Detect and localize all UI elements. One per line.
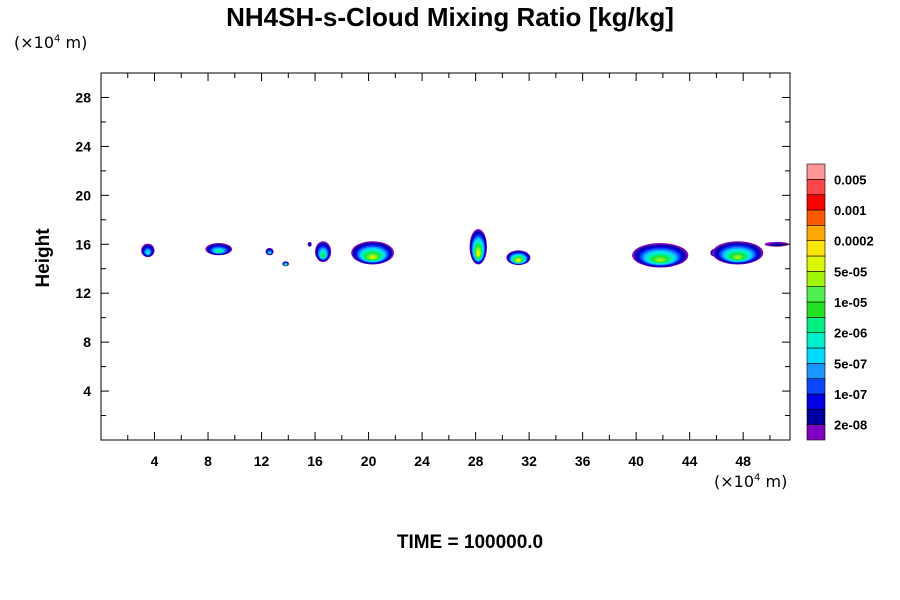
x-tick-label-8: 8 [204, 453, 212, 469]
colorbar-swatch-15 [806, 194, 826, 211]
cloud-cell-2-level-6 [268, 251, 271, 254]
colorbar-label-1: 2e-08 [834, 418, 867, 433]
time-label: TIME = 100000.0 [396, 532, 544, 553]
x-tick-label-48: 48 [735, 453, 751, 469]
colorbar-swatch-4 [806, 363, 826, 379]
x-tick-label-28: 28 [468, 453, 484, 469]
colorbar-swatch-10 [806, 271, 826, 287]
cloud-cell-12-level-1 [769, 243, 784, 247]
cloud-cell-6-level-11 [370, 256, 375, 259]
y-tick-label-16: 16 [75, 236, 91, 252]
colorbar-swatch-3 [806, 378, 826, 395]
x-tick-label-24: 24 [414, 453, 430, 469]
y-unit-prefix: (×10 [14, 33, 55, 52]
plot-frame [100, 72, 791, 441]
cloud-cell-11-level-10 [734, 256, 741, 259]
x-axis-unit: (×104 m) [714, 472, 787, 491]
x-tick-label-36: 36 [575, 453, 591, 469]
x-unit-suffix: m) [760, 472, 788, 491]
colorbar-swatch-12 [806, 240, 826, 257]
cloud-cell-1-level-7 [216, 250, 221, 253]
y-unit-exponent: 4 [54, 33, 61, 45]
cloud-cell-8-level-12 [517, 259, 520, 262]
cloud-cell-5-level-8 [321, 254, 325, 258]
x-tick-label-12: 12 [254, 453, 270, 469]
colorbar-swatch-11 [806, 255, 826, 272]
x-tick-label-4: 4 [151, 453, 159, 469]
y-tick-label-12: 12 [75, 285, 91, 301]
colorbar-swatch-14 [806, 209, 826, 226]
colorbar-label-15: 0.001 [834, 203, 867, 218]
y-unit-suffix: m) [60, 33, 88, 52]
colorbar-swatch-2 [806, 393, 826, 410]
cloud-cell-3-level-8 [284, 263, 287, 266]
y-tick-label-8: 8 [83, 334, 91, 350]
x-unit-prefix: (×10 [714, 472, 755, 491]
colorbar-swatch-5 [806, 347, 826, 364]
y-axis-unit: (×104 m) [14, 33, 87, 52]
cloud-field [141, 228, 789, 268]
y-tick-label-24: 24 [75, 138, 91, 154]
colorbar-swatch-16 [806, 179, 826, 195]
colorbar-swatch-9 [806, 286, 826, 303]
y-tick-label-28: 28 [75, 89, 91, 105]
cloud-cell-7-level-12 [477, 252, 480, 256]
colorbar-label-5: 5e-07 [834, 356, 867, 371]
colorbar-swatch-8 [806, 301, 826, 318]
y-tick-label-4: 4 [83, 383, 91, 399]
y-tick-label-20: 20 [75, 187, 91, 203]
cloud-cell-9-level-10 [656, 258, 664, 262]
colorbar-swatch-7 [806, 317, 826, 333]
colorbar-label-11: 5e-05 [834, 264, 867, 279]
colorbar-label-9: 1e-05 [834, 295, 867, 310]
x-tick-label-44: 44 [682, 453, 698, 469]
colorbar-label-3: 1e-07 [834, 387, 867, 402]
colorbar-swatch-0 [806, 424, 826, 441]
x-tick-label-16: 16 [307, 453, 323, 469]
x-tick-label-20: 20 [361, 453, 377, 469]
colorbar-label-7: 2e-06 [834, 326, 867, 341]
colorbar-swatch-1 [806, 409, 826, 425]
colorbar-label-13: 0.0002 [834, 234, 874, 249]
x-unit-exponent: 4 [754, 472, 761, 484]
chart-title: NH4SH-s-Cloud Mixing Ratio [kg/kg] [226, 2, 674, 32]
x-tick-label-32: 32 [521, 453, 537, 469]
colorbar-swatch-6 [806, 332, 826, 349]
colorbar-swatch-17 [806, 163, 826, 180]
x-tick-label-40: 40 [628, 453, 644, 469]
cloud-cell-0-level-6 [146, 251, 150, 255]
cloud-cell-4-level-2 [308, 243, 311, 246]
colorbar-swatch-13 [806, 225, 826, 241]
colorbar-label-17: 0.005 [834, 172, 867, 187]
